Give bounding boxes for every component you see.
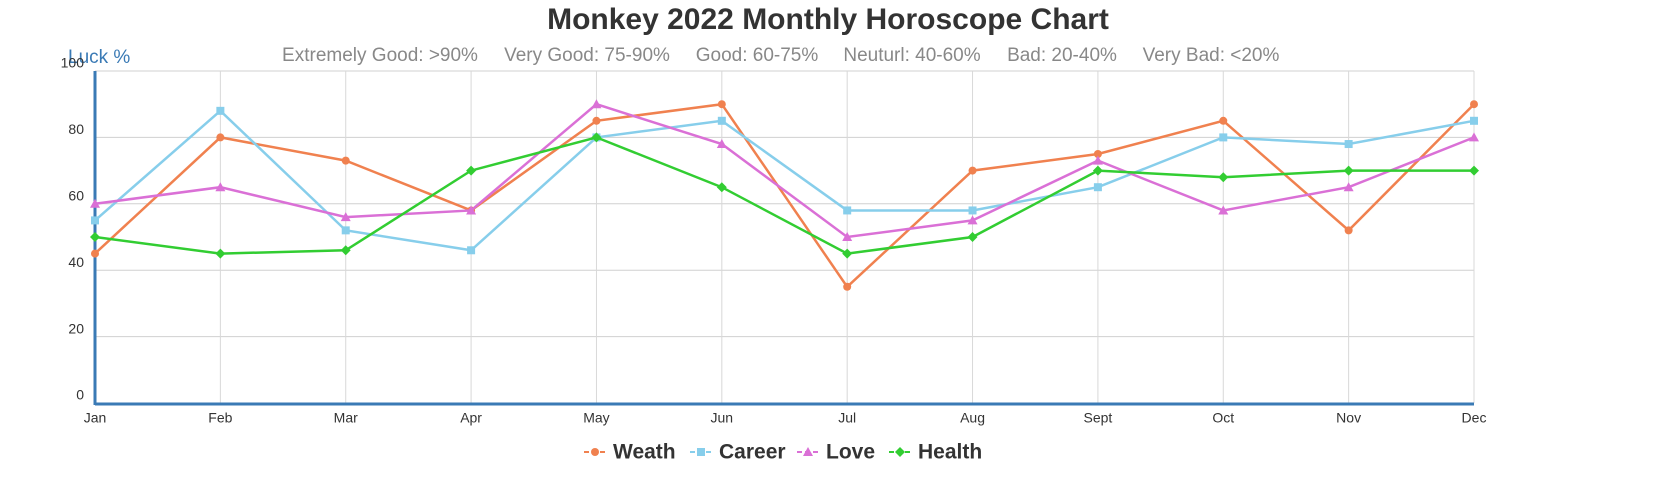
data-point bbox=[341, 156, 350, 165]
data-point bbox=[967, 232, 978, 242]
legend-label: Health bbox=[918, 441, 982, 464]
data-point bbox=[1093, 183, 1102, 192]
data-point bbox=[716, 139, 727, 149]
range-note: Bad: 20-40% bbox=[1007, 45, 1117, 66]
data-point bbox=[591, 132, 602, 143]
data-point bbox=[1093, 150, 1102, 158]
data-point bbox=[466, 165, 477, 176]
data-point bbox=[591, 99, 602, 109]
data-point bbox=[1218, 205, 1229, 215]
x-tick-label: Nov bbox=[1336, 410, 1361, 426]
chart-title: Monkey 2022 Monthly Horoscope Chart bbox=[547, 3, 1109, 36]
legend-marker bbox=[697, 448, 705, 456]
data-point bbox=[967, 215, 978, 225]
data-point bbox=[341, 226, 350, 235]
x-tick-label: May bbox=[583, 410, 609, 426]
data-point bbox=[215, 248, 226, 259]
data-point bbox=[340, 245, 351, 256]
data-point bbox=[968, 206, 977, 215]
x-tick-label: Sept bbox=[1084, 410, 1113, 426]
data-point bbox=[466, 205, 477, 215]
y-tick-label: 20 bbox=[68, 320, 84, 336]
data-point bbox=[1470, 100, 1478, 109]
data-point bbox=[842, 248, 853, 259]
data-point bbox=[1343, 165, 1354, 176]
data-point bbox=[1092, 155, 1103, 165]
x-tick-label: Jun bbox=[711, 410, 734, 426]
data-point bbox=[216, 106, 225, 115]
range-note: Good: 60-75% bbox=[696, 45, 819, 66]
data-point bbox=[1344, 226, 1353, 235]
data-point bbox=[1470, 116, 1478, 125]
series-line bbox=[94, 102, 1475, 239]
range-note: Extremely Good: >90% bbox=[282, 45, 478, 66]
data-point bbox=[592, 116, 601, 125]
series-line bbox=[94, 102, 1475, 289]
data-point bbox=[90, 198, 100, 208]
data-point bbox=[216, 133, 225, 142]
data-point bbox=[91, 216, 99, 225]
legend-label: Career bbox=[719, 441, 786, 464]
x-tick-label: Oct bbox=[1212, 410, 1234, 426]
legend-item: Weath bbox=[584, 441, 676, 464]
data-point bbox=[215, 182, 226, 192]
data-point bbox=[90, 232, 100, 242]
data-point bbox=[1219, 133, 1228, 142]
y-tick-label: 100 bbox=[61, 55, 85, 71]
legend-label: Love bbox=[826, 441, 875, 464]
data-point bbox=[1219, 116, 1228, 125]
y-tick-label: 80 bbox=[68, 121, 84, 137]
legend-marker bbox=[803, 447, 813, 456]
x-tick-label: Jul bbox=[838, 410, 856, 426]
x-tick-label: Mar bbox=[334, 410, 358, 426]
y-tick-label: 60 bbox=[68, 188, 84, 204]
data-point bbox=[843, 206, 852, 215]
series-line bbox=[94, 109, 1475, 252]
data-point bbox=[340, 212, 351, 222]
legend-item: Career bbox=[690, 441, 786, 464]
x-tick-label: Dec bbox=[1462, 410, 1487, 426]
x-tick-label: Apr bbox=[460, 410, 482, 426]
range-note: Neuturl: 40-60% bbox=[843, 45, 980, 66]
data-point bbox=[717, 116, 726, 125]
data-point bbox=[968, 166, 977, 175]
data-point bbox=[91, 249, 99, 258]
data-point bbox=[716, 182, 727, 193]
y-axis-label: Luck % bbox=[68, 47, 130, 68]
legend-marker bbox=[895, 447, 905, 457]
data-point bbox=[842, 232, 853, 241]
legend-item: Love bbox=[797, 441, 875, 464]
legend-marker bbox=[591, 448, 599, 456]
legend-label: Weath bbox=[613, 441, 676, 464]
range-note: Very Bad: <20% bbox=[1143, 45, 1280, 66]
y-tick-label: 0 bbox=[76, 387, 84, 403]
x-tick-label: Jan bbox=[84, 410, 107, 426]
data-point bbox=[1344, 140, 1353, 149]
data-point bbox=[1343, 182, 1354, 192]
x-tick-label: Aug bbox=[960, 410, 985, 426]
data-point bbox=[717, 100, 726, 109]
data-point bbox=[1469, 165, 1479, 176]
range-note: Very Good: 75-90% bbox=[504, 45, 670, 66]
data-point bbox=[1092, 165, 1103, 176]
legend-item: Health bbox=[889, 441, 982, 464]
y-tick-label: 40 bbox=[68, 254, 84, 270]
x-tick-label: Feb bbox=[208, 410, 232, 426]
data-point bbox=[1218, 172, 1229, 183]
data-point bbox=[1469, 132, 1479, 142]
data-point bbox=[843, 282, 852, 291]
series-line bbox=[94, 136, 1474, 255]
data-point bbox=[467, 246, 476, 255]
